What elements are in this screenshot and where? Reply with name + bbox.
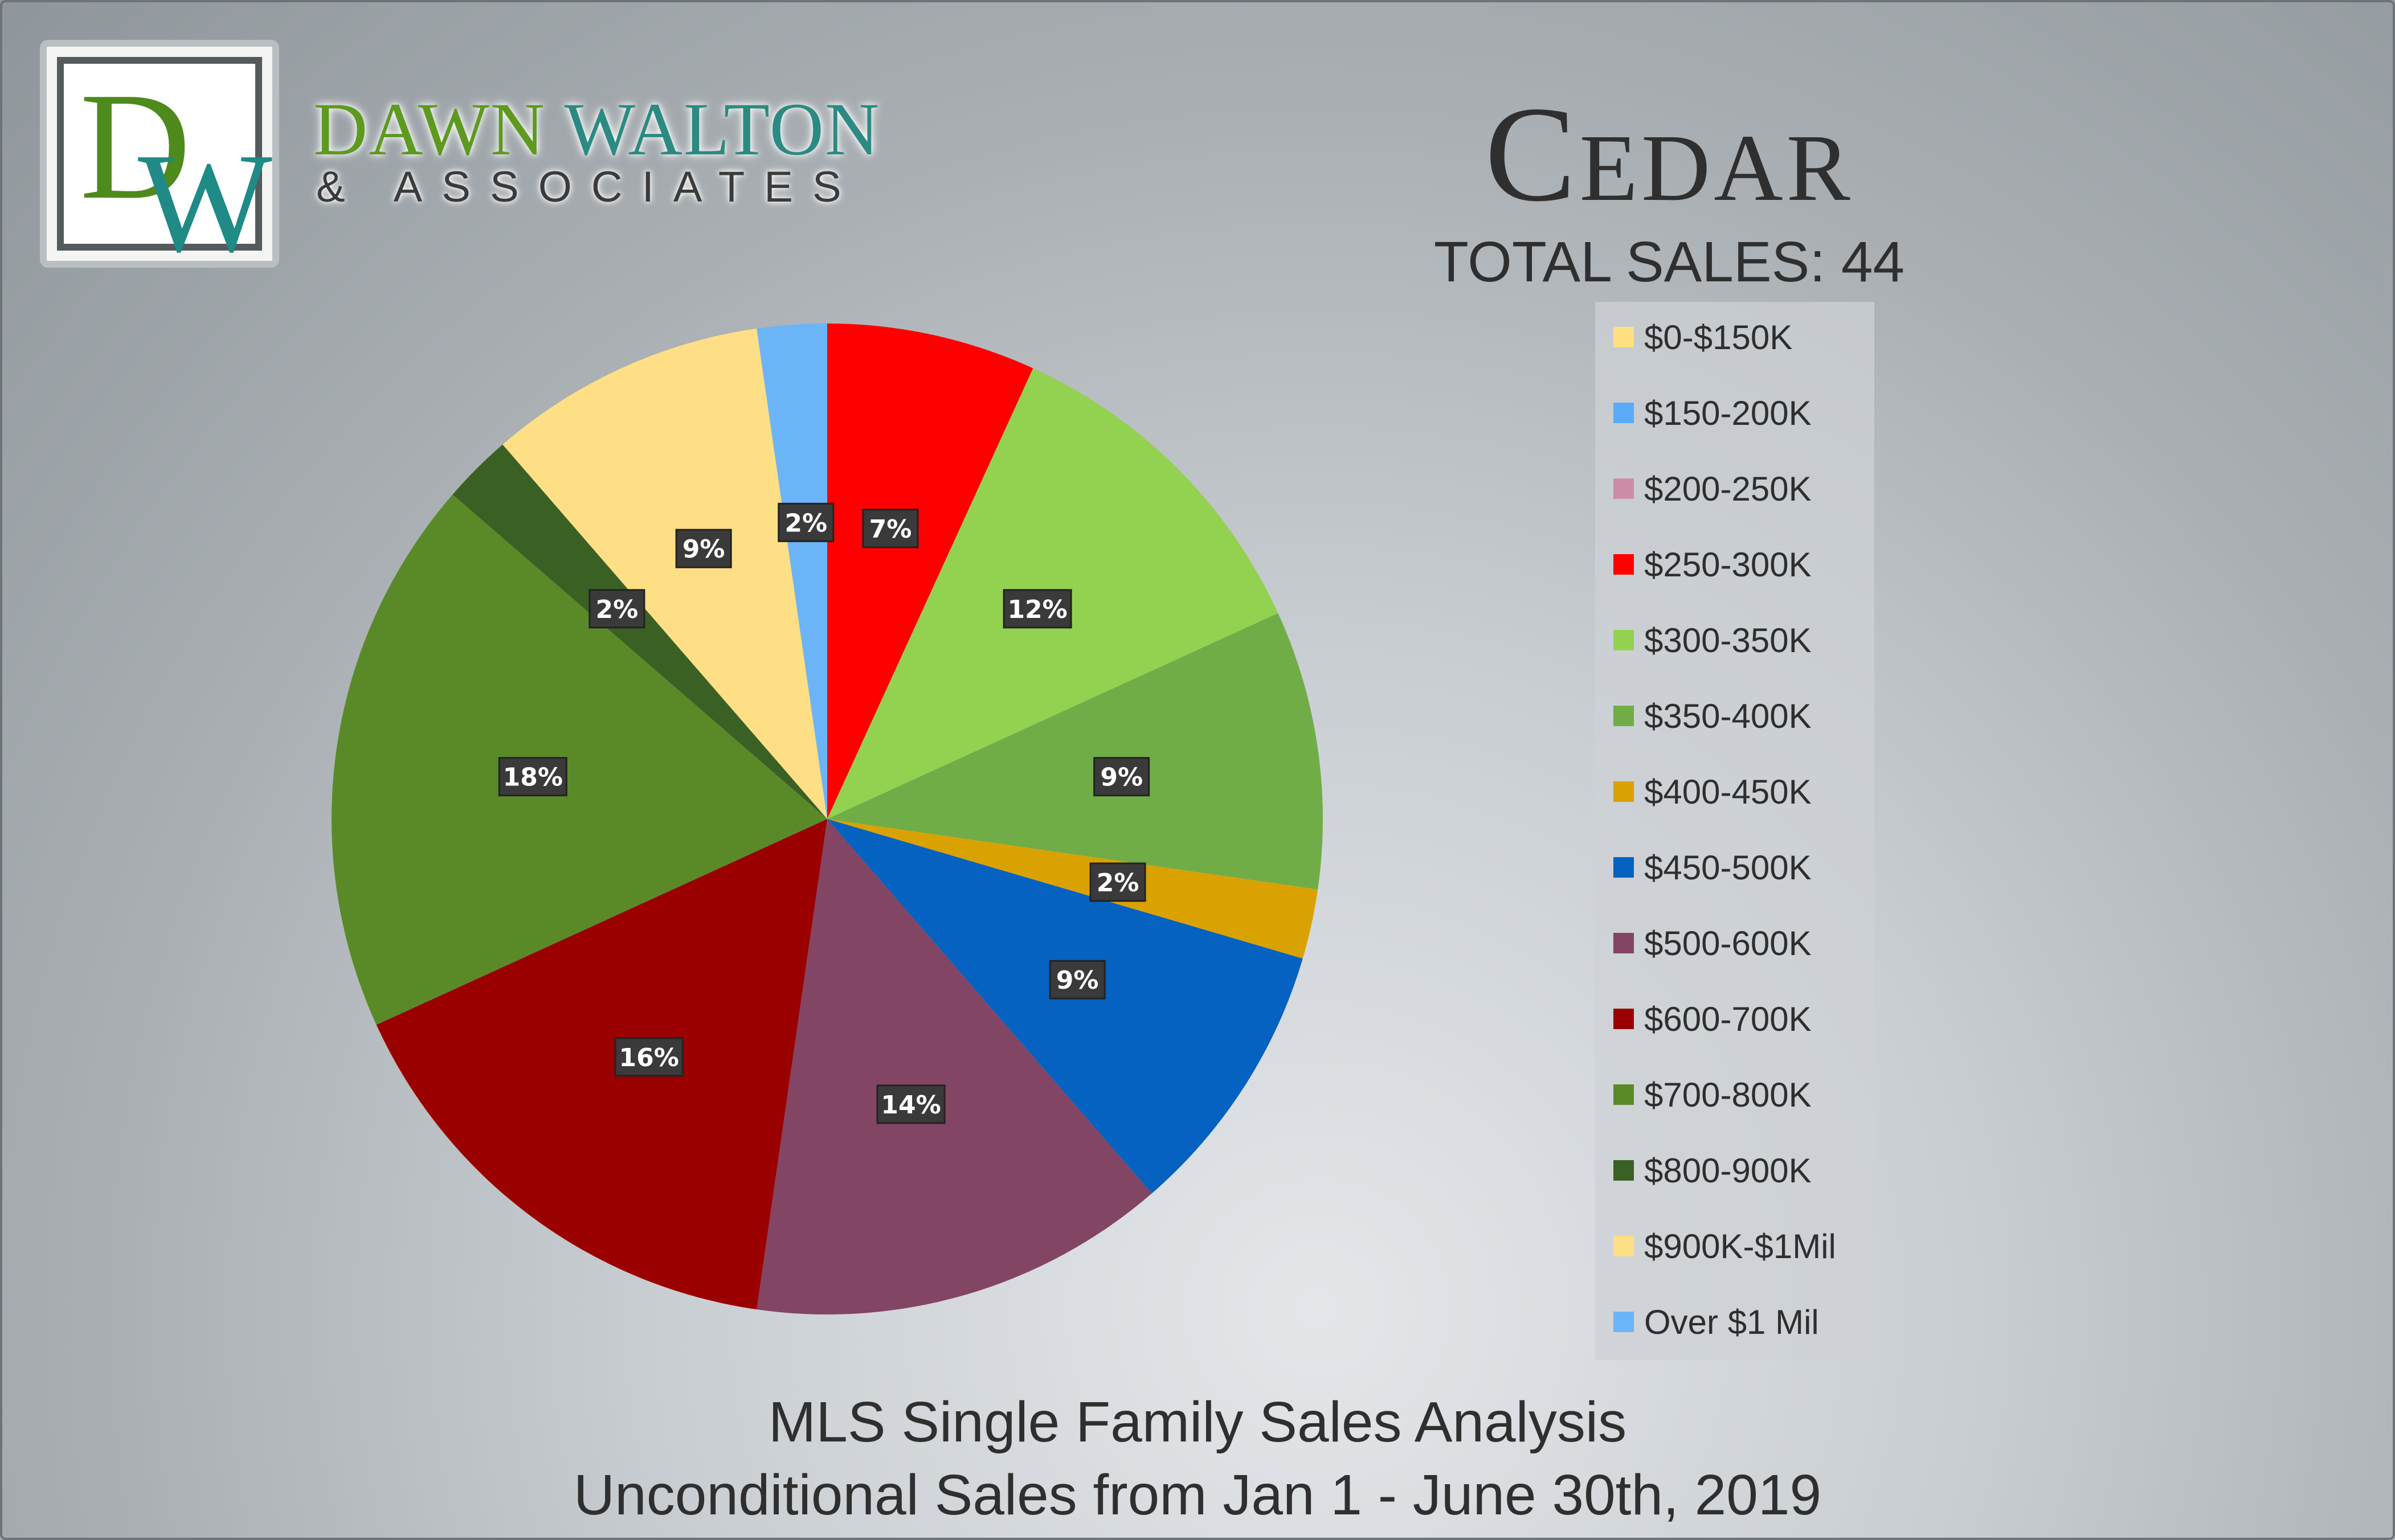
data-label-400-450k: 2% [1089,862,1146,902]
data-label-250-300k: 7% [862,509,919,548]
brand-tagline: & ASSOCIATES [316,163,861,211]
legend-item-600-700k: $600-700K [1613,996,1812,1042]
legend-swatch [1613,857,1634,878]
legend-label: $200-250K [1644,469,1812,508]
legend-swatch [1613,706,1634,726]
legend-label: $900K-$1Mil [1644,1227,1836,1265]
legend-item-350-400k: $350-400K [1613,693,1812,739]
data-label-text: 2% [784,509,827,538]
data-label-box [614,1037,684,1077]
legend-swatch [1613,630,1634,650]
pie-slice-over-1-mil [757,323,827,819]
data-label-text: 9% [682,535,725,564]
legend-label: $350-400K [1644,697,1812,735]
legend-label: $700-800K [1644,1075,1812,1114]
data-label-box [1049,960,1106,1000]
legend-label: $300-350K [1644,621,1812,660]
data-label-900k-1mil: 9% [675,529,732,568]
legend-item-450-500k: $450-500K [1613,845,1812,890]
legend-item-400-450k: $400-450K [1613,769,1812,814]
data-label-text: 14% [881,1091,941,1120]
total-sales: TOTAL SALES: 44 [1433,230,1905,294]
legend-label: $800-900K [1644,1151,1812,1190]
data-label-text: 12% [1007,595,1067,624]
legend-label: $0-$150K [1644,318,1793,357]
chart-legend: $0-$150K $150-200K $200-250K $250-300K $300-… [1595,302,1874,1360]
pie-slice-800-900k [452,444,827,819]
legend-item-500-600k: $500-600K [1613,920,1812,966]
legend-item-200-250k: $200-250K [1613,466,1812,511]
pie-slice-700-800k [332,494,827,1025]
pie-slice-600-700k [376,819,827,1310]
brand-name: DAWN WALTON [313,85,880,173]
data-label-500-600k: 14% [876,1084,946,1124]
data-label-450-500k: 9% [1049,960,1106,1000]
brand-name-first: DAWN [313,87,546,171]
brand-name-last: WALTON [564,87,881,171]
data-label-box [588,589,645,629]
legend-label: $250-300K [1644,545,1812,584]
legend-item-0-150k: $0-$150K [1613,314,1792,360]
data-label-box [1003,589,1072,629]
legend-swatch [1613,403,1634,423]
pie-slice-250-300k [827,323,1033,819]
legend-swatch [1613,478,1634,499]
legend-swatch [1613,1009,1634,1029]
data-label-box [862,509,919,548]
data-label-800-900k: 2% [588,589,645,629]
data-label-box [1093,757,1150,797]
data-label-300-350k: 12% [1003,589,1072,629]
pie-slice-500-600k [757,819,1152,1314]
pie-slice-350-400k [827,613,1323,890]
data-label-box [1089,862,1146,902]
legend-swatch [1613,1160,1634,1181]
pie-slice-900k-1mil [502,328,827,819]
data-label-600-700k: 16% [614,1037,684,1077]
logo-letter-d: D [80,61,191,231]
legend-swatch [1613,933,1634,953]
footer-subtitle: Unconditional Sales from Jan 1 - June 30… [573,1463,1822,1527]
legend-item-150-200k: $150-200K [1613,390,1812,436]
pie-chart: 7% 12% 9% 2% 9% 14% 16% 18% 2% 9% 2% [332,323,1323,1314]
legend-label: $150-200K [1644,394,1812,432]
data-label-box [876,1084,946,1124]
legend-label: Over $1 Mil [1644,1303,1819,1341]
data-label-700-800k: 18% [498,757,567,797]
legend-item-250-300k: $250-300K [1613,542,1812,587]
legend-item-900k-1mil: $900K-$1Mil [1613,1223,1836,1269]
footer-title: MLS Single Family Sales Analysis [768,1390,1627,1454]
data-label-text: 2% [1097,869,1139,898]
data-label-over-1-mil: 2% [778,502,835,542]
legend-item-800-900k: $800-900K [1613,1148,1812,1193]
legend-swatch [1613,327,1634,347]
legend-swatch [1613,781,1634,802]
data-label-text: 7% [869,515,912,544]
data-label-350-400k: 9% [1093,757,1150,797]
legend-label: $600-700K [1644,1000,1812,1038]
legend-swatch [1613,554,1634,575]
data-label-text: 9% [1056,966,1099,995]
brand-logo: D W [40,40,279,275]
legend-item-300-350k: $300-350K [1613,617,1812,663]
data-label-text: 9% [1100,763,1143,792]
legend-swatch [1613,1312,1634,1332]
legend-label: $500-600K [1644,924,1812,962]
data-label-text: 2% [596,595,639,624]
pie-slice-450-500k [827,819,1303,1194]
data-label-box [675,529,732,568]
logo-inner-frame: D W [57,57,272,275]
data-label-box [498,757,567,797]
legend-label: $400-450K [1644,772,1812,811]
pie-slice-400-450k [827,819,1318,959]
data-label-box [778,502,835,542]
legend-item-over-1-mil: Over $1 Mil [1613,1299,1819,1345]
logo-letter-w: W [138,124,272,282]
city-title: Cedar [1485,78,1854,230]
data-label-text: 18% [503,763,563,792]
legend-label: $450-500K [1644,848,1812,887]
legend-swatch [1613,1084,1634,1105]
data-label-text: 16% [619,1043,679,1072]
legend-swatch [1613,1236,1634,1256]
legend-item-700-800k: $700-800K [1613,1072,1812,1117]
